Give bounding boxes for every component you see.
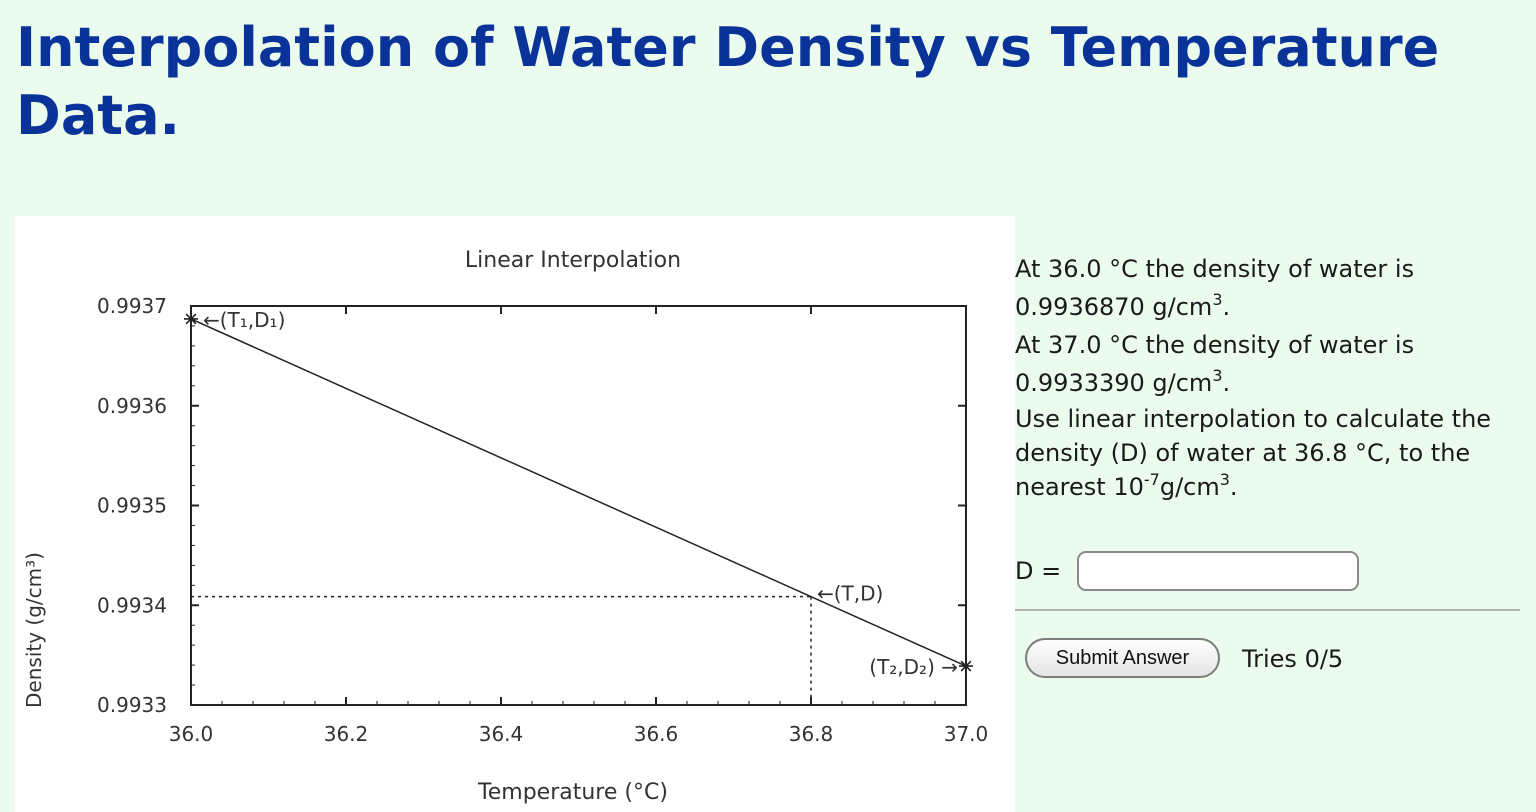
x-tick-label: 36.8 [789,722,834,746]
x-axis-label: Temperature (°C) [477,780,668,805]
density2-unit-exponent: 3 [1212,366,1223,385]
x-tick-label: 36.6 [634,722,679,746]
x-tick-label: 36.0 [169,722,214,746]
x-tick-label: 36.2 [324,722,369,746]
precision-exponent: -7 [1143,470,1160,489]
y-tick-label: 0.9936 [97,394,167,418]
y-tick-label: 0.9937 [97,294,167,318]
temp2-statement: At 37.0 °C the density of water is [1015,331,1415,359]
density2-period: . [1222,369,1231,397]
annotation-point1: ←(T₁,D₁) [203,308,285,332]
tries-counter: Tries 0/5 [1242,645,1344,673]
x-tick-label: 37.0 [944,722,989,746]
y-tick-label: 0.9934 [97,593,167,617]
density-answer-input[interactable] [1077,551,1360,591]
chart-marks-group: 36.0 36.2 36.4 36.6 36.8 37.0 0.9937 0.9936 0.99… [97,294,988,746]
density1-unit-exponent: 3 [1212,290,1223,309]
precision-unit-exponent: 3 [1219,470,1230,489]
y-axis-label: Density (g/cm³) [22,552,46,708]
task-statement: Use linear interpolation to calculate th… [1015,405,1492,501]
annotation-point2: (T₂,D₂) → [869,655,958,679]
density2-value: 0.9933390 g/cm [1015,369,1213,397]
chart-title: Linear Interpolation [465,248,681,273]
divider [1015,609,1520,611]
question-text: At 36.0 °C the density of water is 0.993… [1015,250,1530,504]
question-line-1: At 36.0 °C the density of water is 0.993… [1015,250,1530,326]
question-line-2: At 37.0 °C the density of water is 0.993… [1015,326,1530,402]
answer-row: D = [1015,550,1360,592]
interpolation-chart: Linear Interpolation Temperature (°C) De… [22,248,988,805]
chart-panel: Linear Interpolation Temperature (°C) De… [15,216,1015,812]
task-period: . [1229,473,1238,501]
submit-answer-button[interactable]: Submit Answer [1025,638,1220,678]
question-line-3: Use linear interpolation to calculate th… [1015,402,1530,504]
temp1-statement: At 36.0 °C the density of water is [1015,255,1415,283]
page-title: Interpolation of Water Density vs Temper… [16,16,1440,147]
y-tick-label: 0.9935 [97,494,167,518]
plot-frame [190,305,967,706]
density1-period: . [1222,293,1231,321]
annotation-target-point: ←(T,D) [817,582,883,606]
precision-unit: g/cm [1159,473,1220,501]
answer-label: D = [1015,557,1062,585]
data-point-marker [959,659,973,674]
data-point-marker [184,311,198,326]
density1-value: 0.9936870 g/cm [1015,293,1213,321]
y-tick-label: 0.9933 [97,693,167,717]
x-tick-label: 36.4 [479,722,524,746]
interpolation-line [190,318,967,667]
